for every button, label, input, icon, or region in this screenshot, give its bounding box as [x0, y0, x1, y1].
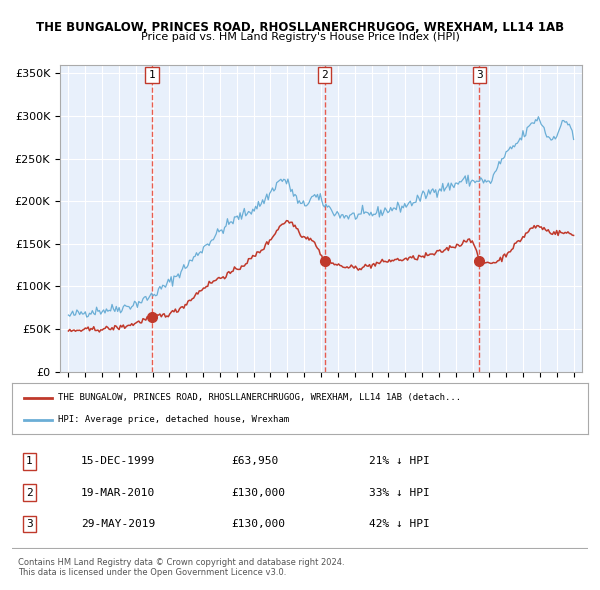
Text: £130,000: £130,000	[231, 519, 285, 529]
Text: 2: 2	[322, 70, 328, 80]
Text: £63,950: £63,950	[231, 456, 278, 466]
Text: THE BUNGALOW, PRINCES ROAD, RHOSLLANERCHRUGOG, WREXHAM, LL14 1AB: THE BUNGALOW, PRINCES ROAD, RHOSLLANERCH…	[36, 21, 564, 34]
Text: 1: 1	[26, 456, 32, 466]
Text: 21% ↓ HPI: 21% ↓ HPI	[369, 456, 430, 466]
Text: 2: 2	[26, 488, 32, 497]
Text: Contains HM Land Registry data © Crown copyright and database right 2024.
This d: Contains HM Land Registry data © Crown c…	[18, 558, 344, 577]
Text: 33% ↓ HPI: 33% ↓ HPI	[369, 488, 430, 497]
Text: 29-MAY-2019: 29-MAY-2019	[81, 519, 155, 529]
Text: THE BUNGALOW, PRINCES ROAD, RHOSLLANERCHRUGOG, WREXHAM, LL14 1AB (detach...: THE BUNGALOW, PRINCES ROAD, RHOSLLANERCH…	[58, 393, 461, 402]
Text: 42% ↓ HPI: 42% ↓ HPI	[369, 519, 430, 529]
Text: HPI: Average price, detached house, Wrexham: HPI: Average price, detached house, Wrex…	[58, 415, 289, 424]
Text: 19-MAR-2010: 19-MAR-2010	[81, 488, 155, 497]
Text: 15-DEC-1999: 15-DEC-1999	[81, 456, 155, 466]
Text: 1: 1	[149, 70, 155, 80]
Text: 3: 3	[476, 70, 483, 80]
Text: £130,000: £130,000	[231, 488, 285, 497]
Text: Price paid vs. HM Land Registry's House Price Index (HPI): Price paid vs. HM Land Registry's House …	[140, 32, 460, 42]
Text: 3: 3	[26, 519, 32, 529]
